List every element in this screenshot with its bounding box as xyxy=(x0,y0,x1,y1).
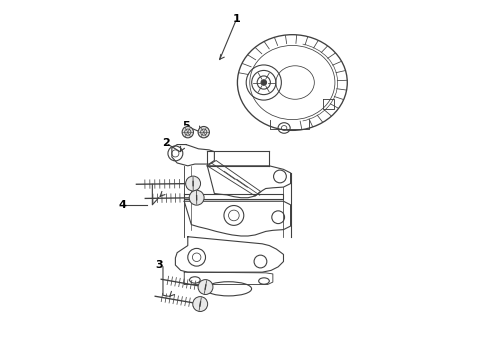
Ellipse shape xyxy=(192,297,207,311)
Ellipse shape xyxy=(198,280,212,294)
Ellipse shape xyxy=(185,176,200,191)
Text: 3: 3 xyxy=(155,260,163,270)
Text: 4: 4 xyxy=(118,200,126,210)
Ellipse shape xyxy=(189,190,203,205)
Circle shape xyxy=(198,126,209,138)
Text: 1: 1 xyxy=(232,14,240,24)
Text: 5: 5 xyxy=(182,121,189,131)
Text: 2: 2 xyxy=(162,138,169,148)
Circle shape xyxy=(182,126,193,138)
Circle shape xyxy=(261,80,266,85)
